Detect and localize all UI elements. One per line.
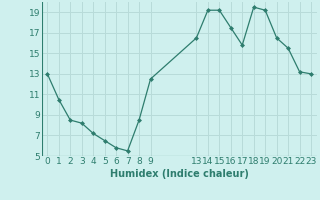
X-axis label: Humidex (Indice chaleur): Humidex (Indice chaleur) [110, 169, 249, 179]
